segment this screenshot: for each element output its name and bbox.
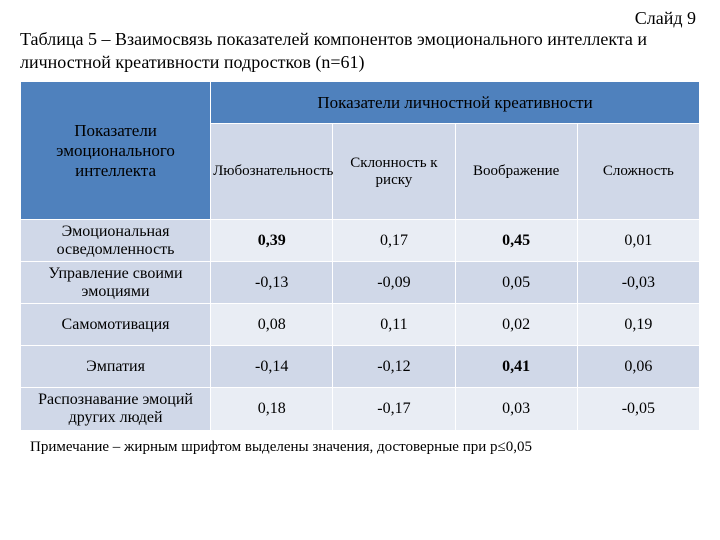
cell: 0,19 (577, 304, 699, 346)
cell: 0,08 (211, 304, 333, 346)
cell: -0,05 (577, 388, 699, 430)
col-header: Воображение (455, 124, 577, 220)
cell: 0,41 (455, 346, 577, 388)
cell: -0,09 (333, 262, 455, 304)
col-header: Сложность (577, 124, 699, 220)
cell: -0,13 (211, 262, 333, 304)
table-caption: Таблица 5 – Взаимосвязь показателей комп… (20, 28, 700, 73)
cell: 0,18 (211, 388, 333, 430)
col-group-title: Показатели личностной креативности (211, 82, 700, 124)
row-label: Самомотивация (21, 304, 211, 346)
cell: 0,06 (577, 346, 699, 388)
table-note: Примечание – жирным шрифтом выделены зна… (20, 439, 700, 456)
table-row: Эмпатия -0,14 -0,12 0,41 0,06 (21, 346, 700, 388)
cell: 0,02 (455, 304, 577, 346)
row-header-title: Показатели эмоционального интеллекта (21, 82, 211, 220)
slide-number: Слайд 9 (635, 8, 696, 29)
table-row: Самомотивация 0,08 0,11 0,02 0,19 (21, 304, 700, 346)
cell: -0,12 (333, 346, 455, 388)
row-label: Эмоциональная осведомленность (21, 220, 211, 262)
cell: 0,01 (577, 220, 699, 262)
table-row: Управление своими эмоциями -0,13 -0,09 0… (21, 262, 700, 304)
col-header: Склонность к риску (333, 124, 455, 220)
cell: -0,03 (577, 262, 699, 304)
cell: -0,14 (211, 346, 333, 388)
row-label: Распознавание эмоций других людей (21, 388, 211, 430)
cell: 0,11 (333, 304, 455, 346)
cell: 0,45 (455, 220, 577, 262)
cell: 0,03 (455, 388, 577, 430)
cell: 0,39 (211, 220, 333, 262)
col-header: Любознательность (211, 124, 333, 220)
correlation-table: Показатели эмоционального интеллекта Пок… (20, 81, 700, 431)
cell: 0,17 (333, 220, 455, 262)
table-row: Эмоциональная осведомленность 0,39 0,17 … (21, 220, 700, 262)
cell: 0,05 (455, 262, 577, 304)
row-label: Управление своими эмоциями (21, 262, 211, 304)
cell: -0,17 (333, 388, 455, 430)
table-row: Распознавание эмоций других людей 0,18 -… (21, 388, 700, 430)
row-label: Эмпатия (21, 346, 211, 388)
